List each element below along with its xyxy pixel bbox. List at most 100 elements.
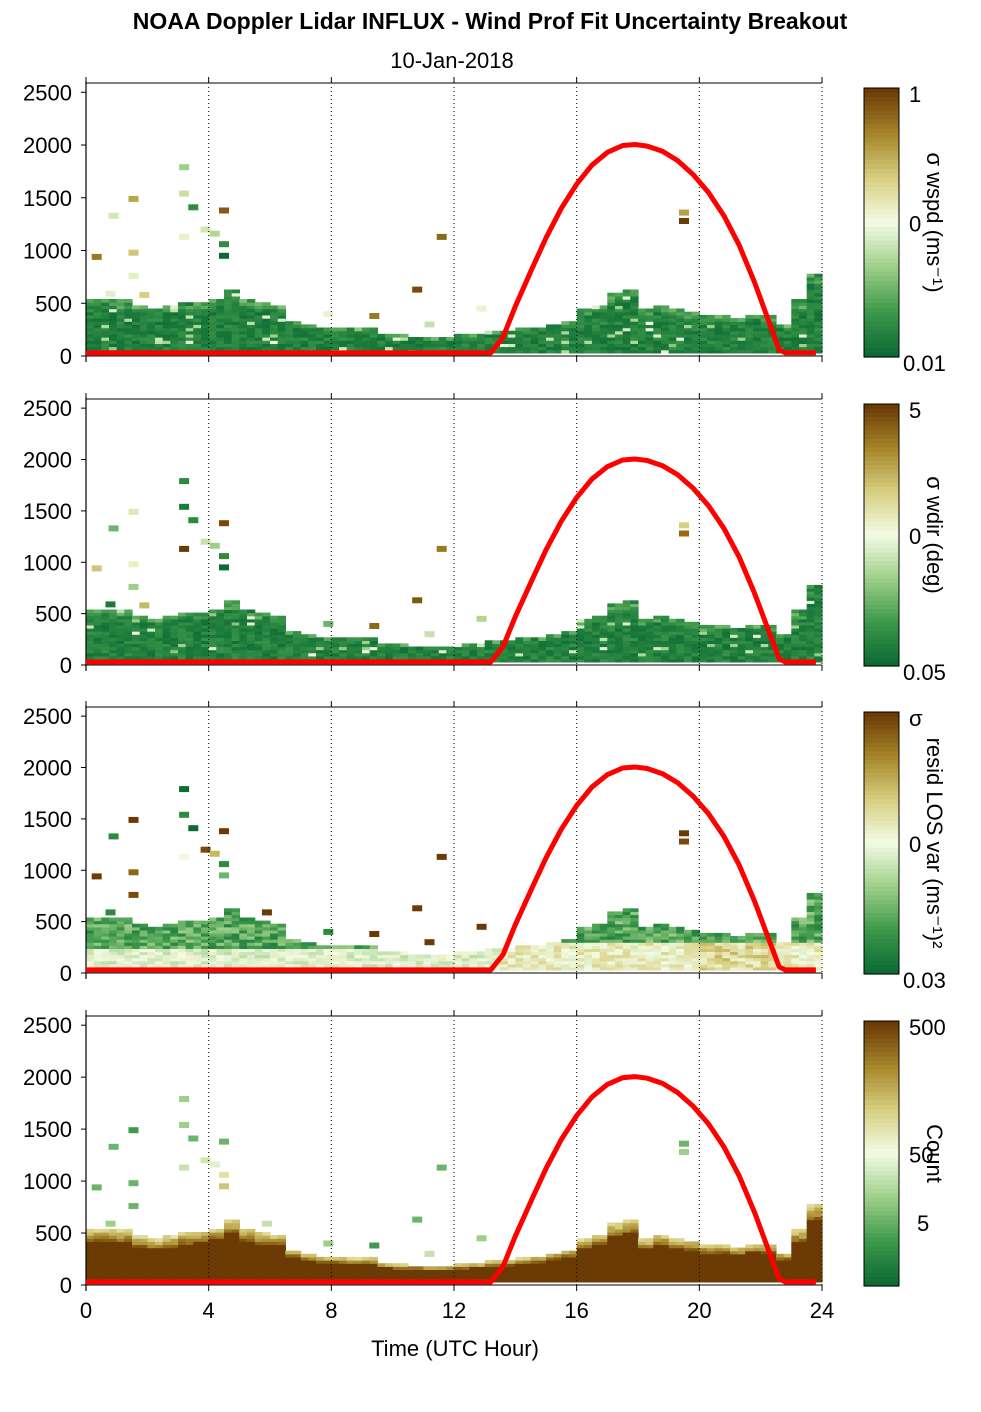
heatmap-cell <box>676 948 685 952</box>
heatmap-cell <box>231 1250 240 1255</box>
heatmap-cell <box>193 305 202 310</box>
heatmap-cell <box>339 652 348 657</box>
heatmap-cell <box>569 960 578 965</box>
heatmap-cell <box>224 1247 233 1252</box>
heatmap-cell <box>400 652 409 657</box>
heatmap-cell <box>783 951 792 956</box>
heatmap-cell <box>408 1272 417 1277</box>
heatmap-cell <box>300 649 309 654</box>
heatmap-cell <box>622 314 631 319</box>
heatmap-cell <box>132 637 141 641</box>
heatmap-cell <box>408 337 417 341</box>
heatmap-cell <box>132 1256 141 1261</box>
outlier-cell <box>679 209 689 216</box>
heatmap-cell <box>584 963 593 968</box>
heatmap-cell <box>155 1269 164 1274</box>
heatmap-cell <box>546 640 555 644</box>
heatmap-cell <box>201 1238 210 1242</box>
heatmap-cell <box>201 948 210 952</box>
heatmap-cell <box>231 1232 240 1236</box>
heatmap-cell <box>262 948 271 952</box>
heatmap-cell <box>385 960 394 965</box>
heatmap-cell <box>599 655 608 660</box>
heatmap-cell <box>507 655 516 660</box>
heatmap-cell <box>469 655 478 660</box>
heatmap-cell <box>239 646 248 651</box>
heatmap-cell <box>231 923 240 928</box>
heatmap-cell <box>799 1241 808 1246</box>
heatmap-cell <box>791 646 800 651</box>
heatmap-cell <box>408 957 417 962</box>
heatmap-cell <box>239 1275 248 1280</box>
heatmap-cell <box>93 330 102 335</box>
heatmap-cell <box>561 1275 570 1280</box>
heatmap-cell <box>369 340 378 344</box>
colorbar-swatch <box>864 128 899 134</box>
heatmap-cell <box>507 1278 516 1283</box>
heatmap-cell <box>254 929 263 934</box>
heatmap-cell <box>653 932 662 937</box>
heatmap-cell <box>216 346 225 351</box>
heatmap-cell <box>538 1272 547 1277</box>
heatmap-cell <box>707 333 716 338</box>
heatmap-cell <box>622 920 631 925</box>
heatmap-cell <box>454 646 463 651</box>
heatmap-cell <box>116 305 125 310</box>
heatmap-cell <box>668 932 677 937</box>
heatmap-cell <box>668 308 677 313</box>
heatmap-cell <box>722 1269 731 1274</box>
heatmap-cell <box>814 308 823 313</box>
heatmap-cell <box>239 321 248 325</box>
heatmap-cell <box>86 646 95 651</box>
heatmap-cell <box>622 305 631 310</box>
heatmap-cell <box>124 299 133 303</box>
heatmap-cell <box>216 954 225 959</box>
heatmap-cell <box>231 911 240 916</box>
heatmap-cell <box>147 624 156 629</box>
heatmap-cell <box>170 637 179 641</box>
heatmap-cell <box>116 1228 125 1233</box>
heatmap-cell <box>576 963 585 968</box>
heatmap-cell <box>323 954 332 959</box>
heatmap-cell <box>262 954 271 959</box>
heatmap-cell <box>170 311 179 316</box>
heatmap-cell <box>791 923 800 928</box>
heatmap-cell <box>224 1238 233 1242</box>
heatmap-cell <box>607 920 616 925</box>
heatmap-cell <box>615 649 624 654</box>
heatmap-cell <box>308 330 317 335</box>
heatmap-cell <box>630 314 639 319</box>
heatmap-cell <box>109 932 118 937</box>
heatmap-cell <box>814 634 823 638</box>
heatmap-cell <box>806 286 815 291</box>
heatmap-cell <box>331 1275 340 1280</box>
heatmap-cell <box>231 1219 240 1224</box>
heatmap-cell <box>576 640 585 644</box>
heatmap-cell <box>231 302 240 306</box>
heatmap-cell <box>538 640 547 644</box>
heatmap-cell <box>300 652 309 657</box>
heatmap-cell <box>415 963 424 968</box>
heatmap-cell <box>454 954 463 959</box>
heatmap-cell <box>93 314 102 319</box>
heatmap-cell <box>684 624 693 629</box>
heatmap-cell <box>101 1247 110 1252</box>
heatmap-cell <box>630 945 639 949</box>
heatmap-cell <box>584 939 593 943</box>
heatmap-cell <box>101 1250 110 1255</box>
heatmap-cell <box>101 314 110 319</box>
heatmap-cell <box>139 646 148 651</box>
heatmap-cell <box>193 649 202 654</box>
heatmap-cell <box>753 1256 762 1261</box>
heatmap-cell <box>745 646 754 651</box>
heatmap-cell <box>193 1250 202 1255</box>
heatmap-cell <box>653 346 662 351</box>
heatmap-cell <box>799 1238 808 1242</box>
heatmap-cell <box>546 1253 555 1258</box>
heatmap-cell <box>607 649 616 654</box>
heatmap-cell <box>262 346 271 351</box>
heatmap-cell <box>224 302 233 306</box>
heatmap-cell <box>584 349 593 354</box>
heatmap-cell <box>806 963 815 968</box>
heatmap-cell <box>546 960 555 965</box>
